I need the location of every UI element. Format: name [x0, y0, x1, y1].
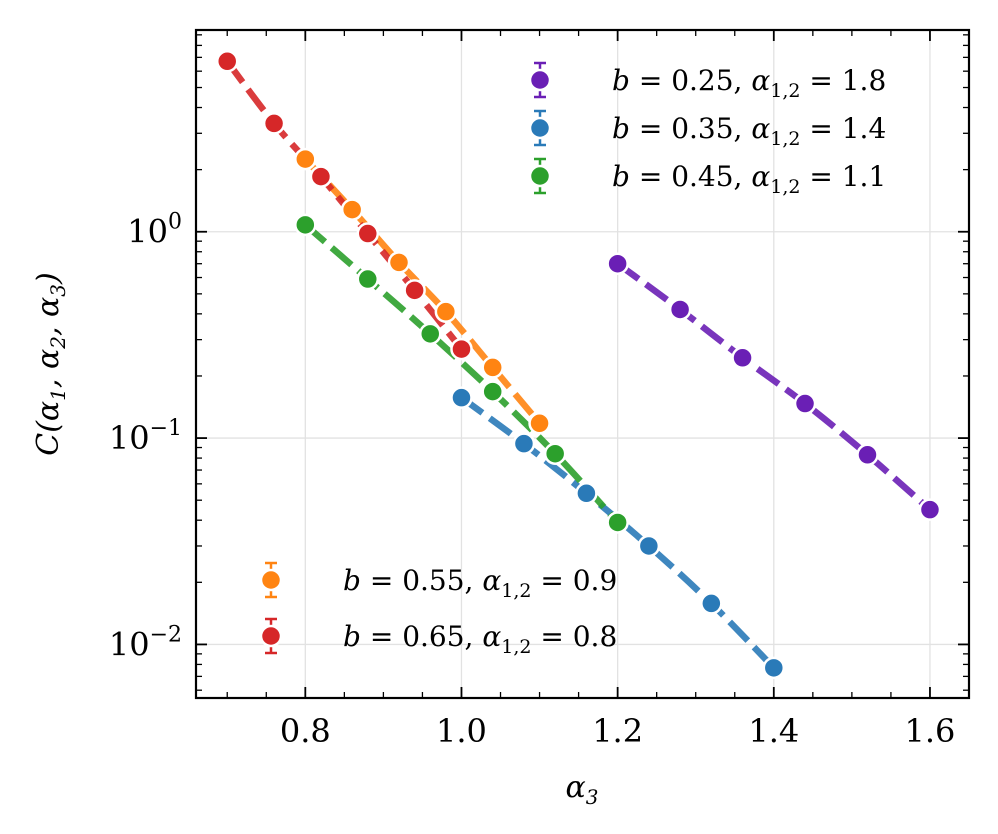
legend-entry-3: b = 0.45, α1,2 = 1.1 [528, 157, 886, 198]
plot-background [196, 30, 969, 698]
series-1-point [606, 252, 629, 275]
legend-label: b = 0.45, α1,2 = 1.1 [612, 160, 886, 198]
series-1-point [731, 346, 754, 370]
legend-marker [528, 116, 552, 140]
series-1-point [918, 498, 942, 521]
legend-entry-1: b = 0.25, α1,2 = 1.8 [528, 61, 886, 102]
series-3-point [606, 511, 629, 534]
legend-marker [259, 568, 283, 592]
x-tick-label: 0.8 [280, 712, 331, 750]
series-3-point [294, 213, 317, 237]
series-4-point [340, 198, 364, 221]
series-5-point [215, 50, 239, 73]
legend-label: b = 0.65, α1,2 = 0.8 [343, 620, 617, 658]
x-tick-label: 1.6 [905, 712, 956, 750]
series-5-point [309, 165, 333, 188]
series-4-point [481, 356, 504, 379]
grid [196, 30, 969, 698]
legend-marker [528, 68, 552, 92]
series-5-point [262, 112, 286, 135]
legend-label: b = 0.25, α1,2 = 1.8 [612, 64, 886, 102]
legend-label: b = 0.35, α1,2 = 1.4 [612, 112, 886, 150]
x-tick-label: 1.2 [592, 712, 643, 750]
legend-entry-4: b = 0.55, α1,2 = 0.9 [259, 561, 617, 602]
series-points [215, 50, 942, 680]
series-3-point [481, 380, 504, 403]
tick-labels: 0.8 1.0 1.2 1.4 1.6 10−2 10−1 100 [109, 210, 956, 750]
y-axis-label: C(α1, α2, α3) [31, 272, 70, 456]
series-5-point [403, 279, 426, 302]
plot-frame [194, 28, 971, 700]
series-2-point [450, 386, 473, 409]
legend-label: b = 0.55, α1,2 = 0.9 [343, 564, 617, 602]
series-2-point [762, 656, 786, 680]
legend-marker [259, 624, 283, 648]
series-5-point [356, 222, 380, 245]
legend-entry-5: b = 0.65, α1,2 = 0.8 [259, 617, 617, 658]
series-4-point [434, 300, 458, 323]
series-4-point [528, 412, 551, 435]
series-4-point [294, 147, 317, 171]
series-1-point [856, 443, 879, 467]
series-3-point [356, 267, 380, 291]
series-3-point [543, 442, 567, 465]
series-2-point [512, 432, 536, 455]
series-4-point [387, 251, 411, 274]
y-tick-label: 10−1 [109, 416, 182, 457]
series-2-point [637, 534, 661, 558]
y-tick-label: 100 [127, 210, 182, 251]
series-2-point [700, 592, 723, 615]
legend-entry-2: b = 0.35, α1,2 = 1.4 [528, 109, 886, 150]
series-3-point [418, 322, 442, 346]
series-1-point [668, 298, 692, 321]
ticks [196, 30, 970, 698]
x-tick-label: 1.0 [436, 712, 487, 750]
y-tick-label: 10−2 [109, 622, 182, 663]
series-2-point [575, 482, 598, 505]
x-axis-label: α3 [566, 770, 599, 809]
series-5-point [450, 337, 473, 361]
legend-marker [528, 164, 552, 188]
x-tick-label: 1.4 [748, 712, 799, 750]
legends: b = 0.25, α1,2 = 1.8 b = 0.35, α1,2 = 1.4… [259, 61, 886, 658]
series-1-point [793, 392, 817, 415]
